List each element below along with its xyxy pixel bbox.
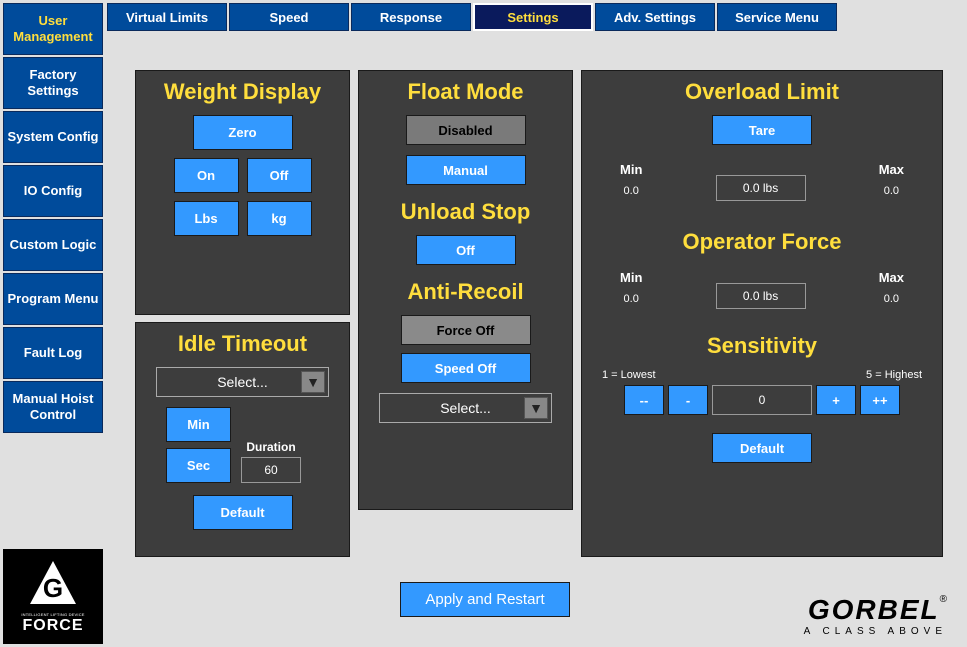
sensitivity-low-label: 1 = Lowest xyxy=(602,369,656,381)
kg-button[interactable]: kg xyxy=(247,201,312,236)
sidebar-item-manual-hoist-control[interactable]: Manual Hoist Control xyxy=(3,381,103,433)
side-nav: User Management Factory Settings System … xyxy=(3,3,103,433)
duration-value[interactable]: 60 xyxy=(241,457,301,483)
panel-idle-timeout: Idle Timeout Select... ▼ Min Sec Duratio… xyxy=(135,322,350,557)
tab-settings[interactable]: Settings xyxy=(473,3,593,31)
gorbel-logo: GORBEL® A CLASS ABOVE xyxy=(804,594,947,637)
chevron-down-icon: ▼ xyxy=(524,397,548,419)
opforce-max-value: 0.0 xyxy=(879,293,904,305)
sidebar-item-io-config[interactable]: IO Config xyxy=(3,165,103,217)
gforce-logo: G INTELLIGENT LIFTING DEVICE FORCE xyxy=(3,549,103,644)
overload-max-value: 0.0 xyxy=(879,185,904,197)
tare-button[interactable]: Tare xyxy=(712,115,812,145)
sidebar-item-custom-logic[interactable]: Custom Logic xyxy=(3,219,103,271)
panel-weight-display: Weight Display Zero On Off Lbs kg xyxy=(135,70,350,315)
sensitivity-dec1-button[interactable]: - xyxy=(668,385,708,415)
disabled-button[interactable]: Disabled xyxy=(406,115,526,145)
sidebar-item-program-menu[interactable]: Program Menu xyxy=(3,273,103,325)
sidebar-item-system-config[interactable]: System Config xyxy=(3,111,103,163)
panel-title: Weight Display xyxy=(136,79,349,105)
tab-virtual-limits[interactable]: Virtual Limits xyxy=(107,3,227,31)
tab-response[interactable]: Response xyxy=(351,3,471,31)
sensitivity-inc1-button[interactable]: + xyxy=(816,385,856,415)
overload-min-value: 0.0 xyxy=(620,185,642,197)
registered-icon: ® xyxy=(940,594,947,605)
idle-timeout-select[interactable]: Select... ▼ xyxy=(156,367,329,397)
overload-min-label: Min xyxy=(620,162,642,177)
sidebar-item-factory-settings[interactable]: Factory Settings xyxy=(3,57,103,109)
gforce-logo-icon: G xyxy=(26,559,81,614)
unload-stop-title: Unload Stop xyxy=(359,199,572,225)
opforce-current[interactable]: 0.0 lbs xyxy=(716,283,806,309)
float-mode-title: Float Mode xyxy=(359,79,572,105)
on-button[interactable]: On xyxy=(174,158,239,193)
speed-off-button[interactable]: Speed Off xyxy=(401,353,531,383)
overload-max-label: Max xyxy=(879,162,904,177)
tab-speed[interactable]: Speed xyxy=(229,3,349,31)
apply-restart-button[interactable]: Apply and Restart xyxy=(400,582,570,617)
panel-title: Idle Timeout xyxy=(136,331,349,357)
anti-recoil-title: Anti-Recoil xyxy=(359,279,572,305)
top-nav: Virtual Limits Speed Response Settings A… xyxy=(107,3,837,31)
gorbel-tagline: A CLASS ABOVE xyxy=(804,626,947,637)
min-button[interactable]: Min xyxy=(166,407,231,442)
anti-recoil-select[interactable]: Select... ▼ xyxy=(379,393,552,423)
unload-off-button[interactable]: Off xyxy=(416,235,516,265)
sensitivity-high-label: 5 = Highest xyxy=(866,369,922,381)
operator-force-title: Operator Force xyxy=(582,229,942,255)
off-button[interactable]: Off xyxy=(247,158,312,193)
default-button[interactable]: Default xyxy=(193,495,293,530)
sensitivity-value[interactable]: 0 xyxy=(712,385,812,415)
manual-button[interactable]: Manual xyxy=(406,155,526,185)
tab-service-menu[interactable]: Service Menu xyxy=(717,3,837,31)
overload-current[interactable]: 0.0 lbs xyxy=(716,175,806,201)
sensitivity-dec2-button[interactable]: -- xyxy=(624,385,664,415)
sensitivity-title: Sensitivity xyxy=(582,333,942,359)
sidebar-item-user-management[interactable]: User Management xyxy=(3,3,103,55)
select-label: Select... xyxy=(440,400,491,416)
gorbel-brand: GORBEL xyxy=(808,594,940,625)
sensitivity-default-button[interactable]: Default xyxy=(712,433,812,463)
panel-middle: Float Mode Disabled Manual Unload Stop O… xyxy=(358,70,573,510)
svg-text:G: G xyxy=(42,573,62,603)
force-off-button[interactable]: Force Off xyxy=(401,315,531,345)
overload-title: Overload Limit xyxy=(582,79,942,105)
sidebar-item-fault-log[interactable]: Fault Log xyxy=(3,327,103,379)
chevron-down-icon: ▼ xyxy=(301,371,325,393)
opforce-max-label: Max xyxy=(879,270,904,285)
opforce-min-label: Min xyxy=(620,270,642,285)
lbs-button[interactable]: Lbs xyxy=(174,201,239,236)
select-label: Select... xyxy=(217,374,268,390)
gforce-text: FORCE xyxy=(23,617,84,635)
sensitivity-inc2-button[interactable]: ++ xyxy=(860,385,900,415)
opforce-min-value: 0.0 xyxy=(620,293,642,305)
zero-button[interactable]: Zero xyxy=(193,115,293,150)
sec-button[interactable]: Sec xyxy=(166,448,231,483)
panel-right: Overload Limit Tare Min 0.0 0.0 lbs Max … xyxy=(581,70,943,557)
duration-label: Duration xyxy=(246,440,295,454)
tab-adv-settings[interactable]: Adv. Settings xyxy=(595,3,715,31)
